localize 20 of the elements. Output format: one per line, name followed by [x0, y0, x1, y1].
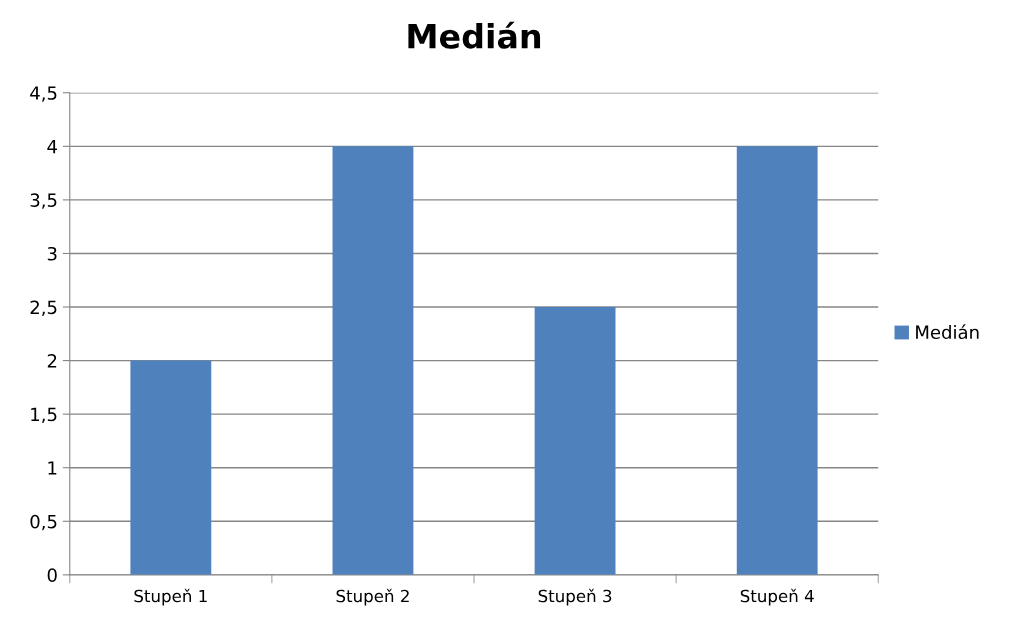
y-tick-label: 3,5 [30, 193, 57, 209]
y-tick-label: 3 [47, 246, 57, 261]
bar [736, 146, 818, 575]
chart-title: Medián [408, 21, 541, 49]
bar [130, 360, 212, 575]
legend-label: Medián [916, 324, 979, 340]
y-tick-label: 4 [47, 140, 57, 154]
y-tick-label: 1,5 [31, 407, 57, 424]
y-tick-label: 0 [47, 568, 57, 582]
y-tick-label: 2 [47, 354, 57, 368]
y-tick-label: 2,5 [30, 300, 57, 316]
y-tick-label: 4,5 [30, 86, 57, 102]
x-tick-label: Stupeň 3 [538, 588, 612, 606]
x-tick-label: Stupeň 1 [134, 588, 207, 606]
y-tick-label: 1 [48, 461, 57, 475]
bar [332, 146, 414, 575]
bar [534, 307, 616, 575]
x-tick-label: Stupeň 2 [336, 588, 409, 606]
x-tick-label: Stupeň 4 [740, 588, 814, 606]
y-tick-label: 0,5 [30, 514, 57, 531]
